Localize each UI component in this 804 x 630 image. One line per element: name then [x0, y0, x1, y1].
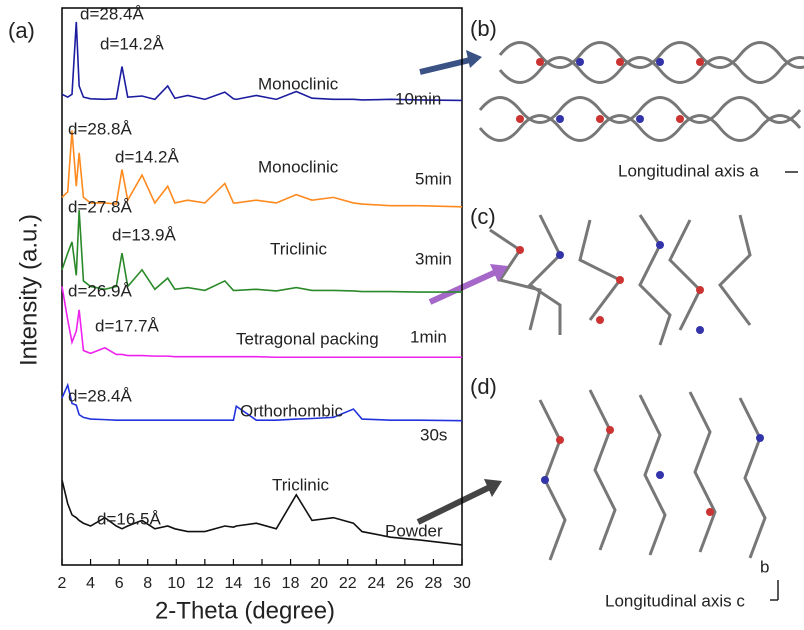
annotation: d=28.4Å — [68, 386, 132, 405]
series-label: 30s — [420, 425, 447, 444]
figure: 2-Theta (degree) Intensity (a.u.) 246810… — [0, 0, 804, 630]
annotation: d=14.2Å — [115, 147, 179, 166]
xrd-trace — [62, 210, 462, 292]
annotation: d=27.8Å — [68, 197, 132, 216]
annotation: Triclinic — [270, 239, 327, 258]
annotation: d=16.5Å — [97, 509, 161, 528]
annotation: Orthorhombic — [240, 401, 343, 420]
x-tick-label: 30 — [453, 575, 471, 592]
series-label: Powder — [385, 521, 443, 540]
x-tick-label: 16 — [253, 575, 271, 592]
annotation: Triclinic — [272, 475, 329, 494]
annotation: d=26.9Å — [68, 281, 132, 300]
axis-note: b — [760, 557, 769, 576]
x-tick-label: 18 — [282, 575, 300, 592]
x-tick-label: 22 — [339, 575, 357, 592]
annotation: Tetragonal packing — [236, 329, 379, 348]
arrows — [418, 50, 508, 522]
x-tick-label: 10 — [167, 575, 185, 592]
annotation: Monoclinic — [258, 157, 339, 176]
series-label: 5min — [415, 169, 452, 188]
structure-b — [480, 43, 804, 173]
annotation: d=28.8Å — [68, 119, 132, 138]
structure-d — [540, 390, 778, 600]
x-tick-label: 12 — [196, 575, 214, 592]
x-tick-label: 28 — [425, 575, 443, 592]
x-tick-label: 26 — [396, 575, 414, 592]
annotation: d=17.7Å — [95, 316, 159, 335]
x-tick-label: 4 — [86, 575, 95, 592]
panel-label: (d) — [470, 374, 497, 399]
axis-note: Longitudinal axis a — [618, 161, 759, 180]
axis-note: Longitudinal axis c — [605, 591, 745, 610]
x-axis-label: 2-Theta (degree) — [155, 597, 335, 624]
x-tick-label: 20 — [310, 575, 328, 592]
panel-label: (a) — [8, 18, 35, 43]
series-label: 10min — [395, 89, 441, 108]
x-tick-label: 14 — [225, 575, 243, 592]
x-tick-label: 8 — [143, 575, 152, 592]
x-tick-label: 24 — [367, 575, 385, 592]
y-axis-label: Intensity (a.u.) — [15, 214, 42, 366]
x-tick-label: 2 — [58, 575, 67, 592]
annotation: d=14.2Å — [100, 34, 164, 53]
panel-label: (b) — [470, 16, 497, 41]
annotation: d=13.9Å — [112, 225, 176, 244]
annotation: d=28.4Å — [80, 4, 144, 23]
x-tick-label: 6 — [115, 575, 124, 592]
structure-c — [490, 215, 750, 345]
series-label: 3min — [415, 249, 452, 268]
series-label: 1min — [410, 327, 447, 346]
annotation: Monoclinic — [258, 74, 339, 93]
panel-label: (c) — [470, 204, 496, 229]
